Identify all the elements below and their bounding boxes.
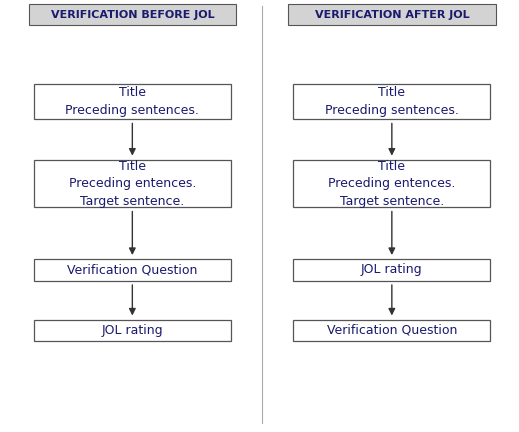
Text: Title
Preceding sentences.: Title Preceding sentences. [325, 86, 459, 117]
Text: VERIFICATION BEFORE JOL: VERIFICATION BEFORE JOL [50, 10, 214, 20]
Bar [293, 259, 490, 281]
Text: Verification Question: Verification Question [67, 264, 198, 276]
Bar [293, 160, 490, 207]
Bar [34, 160, 231, 207]
Text: Title
Preceding entences.
Target sentence.: Title Preceding entences. Target sentenc… [328, 159, 456, 208]
Text: Verification Question: Verification Question [326, 324, 457, 337]
Bar [34, 84, 231, 119]
Bar [288, 4, 496, 25]
Text: JOL rating: JOL rating [361, 264, 422, 276]
Bar [34, 320, 231, 341]
Bar [29, 4, 236, 25]
Bar [34, 259, 231, 281]
Bar [293, 84, 490, 119]
Text: VERIFICATION AFTER JOL: VERIFICATION AFTER JOL [315, 10, 469, 20]
Text: JOL rating: JOL rating [102, 324, 163, 337]
Text: Title
Preceding entences.
Target sentence.: Title Preceding entences. Target sentenc… [69, 159, 196, 208]
Text: Title
Preceding sentences.: Title Preceding sentences. [65, 86, 199, 117]
Bar [293, 320, 490, 341]
